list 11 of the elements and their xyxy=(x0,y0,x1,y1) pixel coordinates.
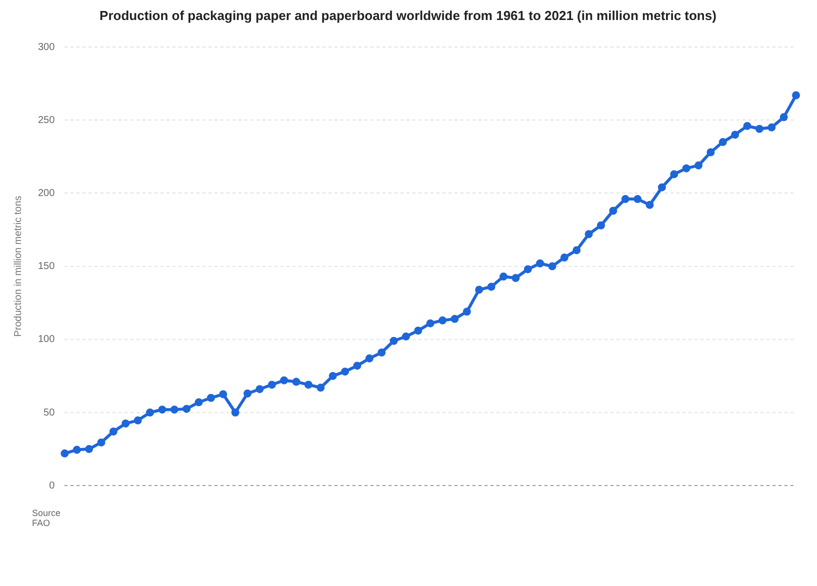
y-axis-title: Production in million metric tons xyxy=(12,196,24,337)
text: Source xyxy=(32,508,62,518)
y-tick-label: 100 xyxy=(38,334,56,346)
y-tick-label: 250 xyxy=(38,114,56,126)
y-tick-label: 300 xyxy=(38,42,56,53)
y-tick-label: 50 xyxy=(44,407,56,418)
y-tick-label: 150 xyxy=(38,261,56,272)
y-tick-label: 0 xyxy=(49,480,56,492)
y-tick-label: 200 xyxy=(38,188,56,199)
chart-title: Production of packaging paper and paperboard worldwide from 1961 to 2021 (in million metric tons) xyxy=(98,8,718,23)
text: FAO xyxy=(32,518,52,528)
